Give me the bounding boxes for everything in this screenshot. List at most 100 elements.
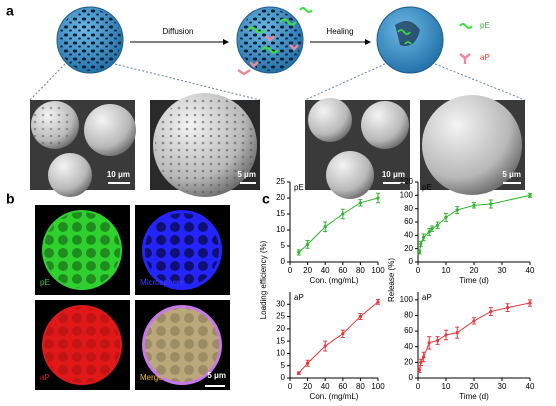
data-point	[323, 225, 327, 229]
data-point	[444, 215, 448, 219]
y-tick-label: 20	[276, 193, 285, 202]
x-tick-label: 30	[498, 382, 507, 391]
scale-label: 5 μm	[237, 170, 256, 179]
y-tick-label: 5	[281, 361, 286, 370]
x-tick-label: 100	[371, 382, 385, 391]
y-tick-label: 120	[400, 177, 414, 186]
sphere-loaded	[236, 6, 313, 76]
fluorescence-image	[35, 205, 130, 295]
panel-label: b	[6, 191, 15, 207]
data-point	[506, 306, 510, 310]
fluorescence-image	[135, 300, 230, 390]
panel-label: a	[6, 3, 14, 19]
x-tick-label: 40	[321, 266, 330, 275]
data-point	[422, 355, 426, 359]
data-point	[306, 361, 310, 365]
y-tick-label: 80	[404, 204, 413, 213]
y-tick-label: 25	[276, 312, 285, 321]
legend-icon	[459, 53, 471, 64]
scale-label: 10 μm	[382, 170, 405, 179]
data-point	[528, 193, 532, 197]
data-point	[417, 368, 421, 372]
data-point	[422, 235, 426, 239]
data-point	[419, 360, 423, 364]
channel-label: Merge	[140, 373, 163, 382]
y-tick-label: 60	[404, 217, 413, 226]
data-point	[341, 332, 345, 336]
step-label: Diffusion	[163, 27, 194, 36]
x-tick-label: 20	[303, 266, 312, 275]
x-tick-label: 80	[356, 266, 365, 275]
scale-label: 5 μm	[502, 170, 521, 179]
data-point	[472, 319, 476, 323]
fluorescence-image	[135, 205, 230, 295]
annotation: aP	[294, 293, 304, 302]
legend-label: aP	[480, 53, 490, 62]
x-axis-label: Time (d)	[459, 392, 489, 401]
y-tick-label: 40	[404, 230, 413, 239]
scale-label: 5 μm	[207, 371, 226, 380]
panel-label: c	[262, 191, 270, 207]
fluorescence-image	[35, 300, 130, 390]
data-point	[419, 242, 423, 246]
y-tick-label: 100	[400, 295, 414, 304]
channel-label: Microsphere	[140, 278, 185, 287]
data-point	[306, 242, 310, 246]
data-point	[455, 331, 459, 335]
x-tick-label: 0	[416, 266, 421, 275]
sem-image	[28, 100, 136, 197]
data-point	[358, 314, 362, 319]
data-point	[376, 196, 380, 200]
y-tick-label: 0	[409, 257, 414, 266]
scale-label: 10 μm	[107, 170, 130, 179]
x-tick-label: 80	[356, 382, 365, 391]
data-point	[528, 301, 532, 305]
data-line	[418, 194, 531, 253]
x-tick-label: 20	[303, 382, 312, 391]
x-tick-label: 100	[371, 266, 385, 275]
y-tick-label: 10	[276, 349, 285, 358]
annotation: aP	[422, 293, 432, 302]
channel-label: aP	[40, 373, 50, 382]
legend-label: pE	[480, 21, 490, 30]
x-axis-label: Con. (mg/mL)	[310, 276, 359, 285]
data-line	[298, 197, 379, 253]
y-tick-label: 20	[276, 324, 285, 333]
step-label: Healing	[326, 27, 353, 36]
x-tick-label: 40	[526, 382, 535, 391]
y-tick-label: 0	[281, 257, 286, 266]
scale-bars	[108, 182, 521, 184]
data-point	[417, 250, 421, 254]
x-tick-label: 40	[321, 382, 330, 391]
y-axis-label: Loading efficiency (%)	[259, 240, 268, 319]
x-tick-label: 0	[288, 266, 293, 275]
x-tick-label: 0	[416, 382, 421, 391]
x-axis-label: Con. (mg/mL)	[310, 392, 359, 401]
channel-label: pE	[40, 278, 50, 287]
y-tick-label: 80	[404, 311, 413, 320]
x-tick-label: 10	[442, 382, 451, 391]
y-tick-label: 40	[404, 342, 413, 351]
x-tick-label: 30	[498, 266, 507, 275]
x-tick-label: 10	[442, 266, 451, 275]
data-point	[427, 341, 431, 345]
data-point	[297, 371, 301, 375]
x-tick-label: 20	[470, 266, 479, 275]
zoom-lines	[29, 63, 526, 101]
y-tick-label: 10	[276, 225, 285, 234]
data-point	[341, 212, 345, 216]
y-tick-label: 100	[400, 190, 414, 199]
annotation: pE	[294, 183, 304, 192]
data-point	[376, 300, 380, 304]
x-tick-label: 60	[338, 382, 347, 391]
sem-image	[420, 95, 525, 195]
x-tick-label: 20	[470, 382, 479, 391]
x-axis-label: Time (d)	[459, 276, 489, 285]
x-tick-label: 0	[288, 382, 293, 391]
annotation: pE	[422, 183, 432, 192]
sem-image	[305, 98, 410, 199]
y-axis-label: Release (%)	[387, 258, 396, 302]
y-tick-label: 15	[276, 336, 285, 345]
